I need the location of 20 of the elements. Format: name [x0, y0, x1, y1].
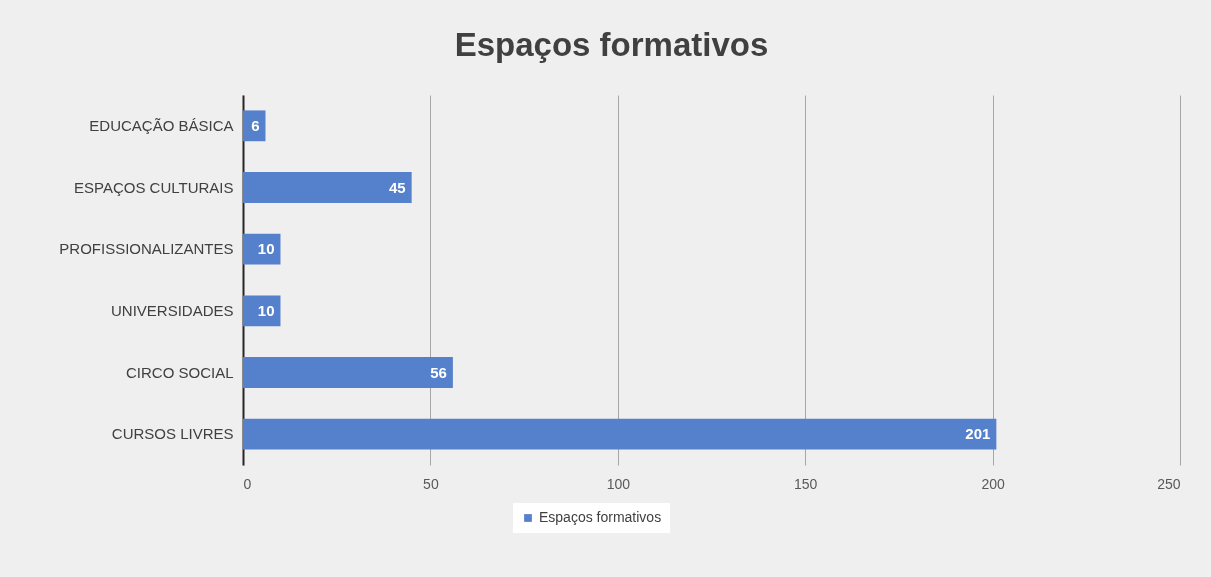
- x-tick-label: 200: [981, 475, 1005, 492]
- y-tick-label: PROFISSIONALIZANTES: [59, 240, 234, 258]
- x-tick-label: 0: [243, 475, 252, 492]
- data-label: 56: [430, 363, 447, 381]
- y-tick-label: CIRCO SOCIAL: [125, 363, 234, 381]
- y-tick-label: ESPAÇOS CULTURAIS: [74, 178, 234, 196]
- x-tick-label: 250: [1157, 475, 1181, 492]
- data-label: 6: [251, 116, 260, 134]
- x-tick-label: 100: [606, 475, 631, 492]
- y-tick-label: EDUCAÇÃO BÁSICA: [89, 116, 234, 134]
- x-tick-label: 50: [423, 475, 439, 492]
- data-label: 45: [388, 178, 406, 196]
- legend-label: Espaços formativos: [539, 509, 662, 525]
- y-tick-label: UNIVERSIDADES: [110, 301, 234, 319]
- data-label: 10: [257, 301, 275, 319]
- data-label: 201: [965, 425, 991, 443]
- data-label: 10: [257, 240, 275, 258]
- x-tick-label: 150: [794, 475, 818, 492]
- y-tick-label: CURSOS LIVRES: [111, 425, 234, 443]
- chart-title: Espaços formativos: [454, 26, 769, 63]
